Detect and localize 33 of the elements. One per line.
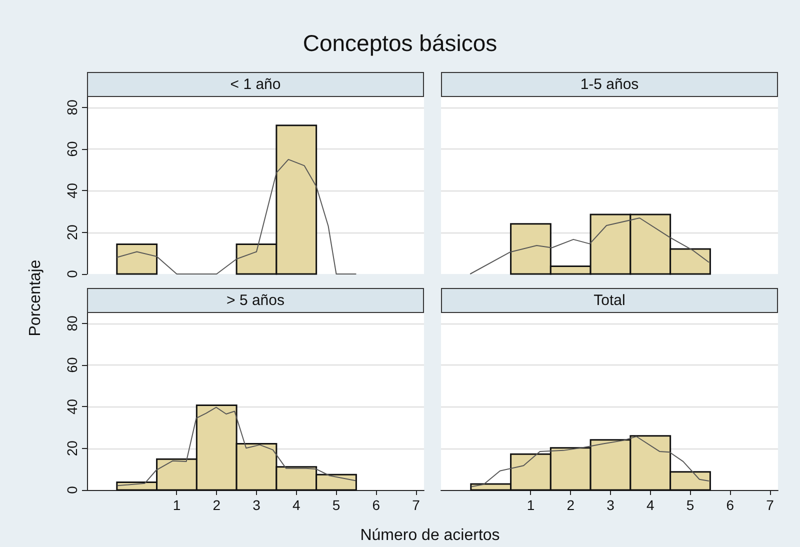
- x-tick-label: 7: [412, 497, 420, 513]
- x-tick-label: 6: [372, 497, 380, 513]
- y-axis-title: Porcentaje: [27, 260, 45, 336]
- line-series: [116, 406, 356, 486]
- chart-subtitle: 1-5 años: [441, 72, 778, 97]
- x-tick-label: 4: [646, 497, 654, 513]
- x-tick-label: 5: [332, 497, 340, 513]
- x-tick-label: 2: [566, 497, 575, 513]
- x-tick-label: 4: [292, 497, 300, 513]
- chart-subtitle: > 5 años: [87, 288, 424, 313]
- y-tick-label: 60: [64, 141, 80, 157]
- x-tick-label: 7: [766, 497, 774, 513]
- x-tick-label: 1: [526, 497, 535, 513]
- line-series: [116, 158, 357, 274]
- y-tick-label: 40: [64, 182, 80, 198]
- y-tick-label: 0: [64, 486, 80, 494]
- x-tick-label: 3: [606, 497, 615, 513]
- x-tick-label: 6: [726, 497, 734, 513]
- y-tick-label: 20: [64, 224, 80, 240]
- x-tick-label: 1: [172, 497, 181, 513]
- chart-subtitle: < 1 año: [87, 72, 424, 97]
- y-tick-label: 0: [64, 270, 80, 278]
- x-tick-label: 2: [212, 497, 221, 513]
- x-tick-label: 5: [686, 497, 694, 513]
- x-axis-title: Número de aciertos: [359, 527, 501, 545]
- y-tick-label: 60: [64, 357, 80, 373]
- chart-subtitle: Total: [441, 288, 778, 313]
- y-tick-label: 40: [64, 398, 80, 414]
- y-tick-label: 20: [64, 440, 80, 456]
- x-tick-label: 3: [252, 497, 261, 513]
- y-tick-label: 80: [64, 99, 80, 116]
- chart-title: Conceptos básicos: [302, 30, 498, 57]
- y-tick-label: 80: [64, 315, 80, 332]
